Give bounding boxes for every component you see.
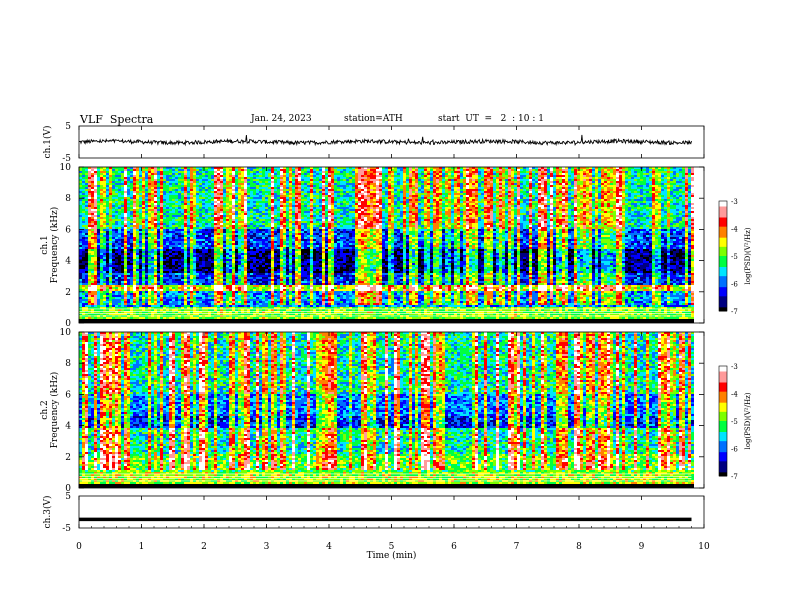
ytick-label: 4 <box>65 257 71 267</box>
colorbar-tick-label: -7 <box>731 473 738 481</box>
colorbar <box>719 366 727 477</box>
colorbar <box>719 201 727 312</box>
start-time-label: start UT = 2 : 10 : 1 <box>438 114 544 124</box>
colorbar-tick-label: -6 <box>731 281 738 289</box>
station-label: station=ATH <box>344 114 403 124</box>
y-axis-label: Frequency (kHz) <box>49 372 60 449</box>
ytick-label: 0 <box>65 484 71 494</box>
ytick-label: 5 <box>65 122 71 132</box>
y-axis-label: ch.3(V) <box>42 496 53 529</box>
xtick-label: 7 <box>514 542 520 552</box>
colorbar-frame <box>718 200 728 312</box>
colorbar-tick-label: -3 <box>731 198 738 206</box>
chart-title: VLF Spectra <box>80 113 153 126</box>
colorbar-label: log(PSD)(V²/Hz) <box>744 227 752 284</box>
xtick-label: 10 <box>698 542 710 552</box>
xtick-label: 3 <box>264 542 270 552</box>
xtick-label: 1 <box>139 542 145 552</box>
ytick-label: 6 <box>65 225 71 235</box>
date-label: Jan. 24, 2023 <box>251 114 312 124</box>
ytick-label: 8 <box>65 359 71 369</box>
ytick-label: 8 <box>65 194 71 204</box>
ytick-label: 4 <box>65 422 71 432</box>
xtick-label: 6 <box>451 542 457 552</box>
ch2-spectrogram-heatmap <box>79 332 694 488</box>
colorbar-tick-label: -5 <box>731 418 738 426</box>
colorbar-label: log(PSD)(V²/Hz) <box>744 392 752 449</box>
y-axis-label: Frequency (kHz) <box>49 207 60 284</box>
colorbar-tick-label: -7 <box>731 308 738 316</box>
colorbar-tick-label: -4 <box>731 226 738 234</box>
y-axis-label: ch.2 <box>40 400 50 419</box>
ytick-label: 2 <box>65 288 71 298</box>
ytick-label: 10 <box>60 163 72 173</box>
xtick-label: 9 <box>639 542 645 552</box>
xtick-label: 8 <box>576 542 582 552</box>
xtick-label: 2 <box>201 542 207 552</box>
colorbar-frame <box>718 365 728 477</box>
y-axis-label: ch.1 <box>40 235 50 254</box>
colorbar-tick-label: -4 <box>731 391 738 399</box>
ytick-label: 6 <box>65 390 71 400</box>
xtick-label: 0 <box>76 542 82 552</box>
ytick-label: 10 <box>60 328 72 338</box>
ytick-label: -5 <box>62 524 71 534</box>
colorbar-tick-label: -6 <box>731 446 738 454</box>
y-axis-label: ch.1(V) <box>42 126 53 159</box>
xtick-label: 4 <box>326 542 332 552</box>
waveform-frame <box>78 495 705 529</box>
ytick-label: 5 <box>65 492 71 502</box>
ytick-label: 0 <box>65 319 71 329</box>
ytick-label: 2 <box>65 453 71 463</box>
ch1-waveform-trace <box>78 134 692 147</box>
ch1-spectrogram-heatmap <box>79 167 694 323</box>
ytick-label: -5 <box>62 154 71 164</box>
colorbar-tick-label: -3 <box>731 363 738 371</box>
xtick-label: 5 <box>389 542 395 552</box>
colorbar-tick-label: -5 <box>731 253 738 261</box>
x-axis-label: Time (min) <box>367 550 417 561</box>
